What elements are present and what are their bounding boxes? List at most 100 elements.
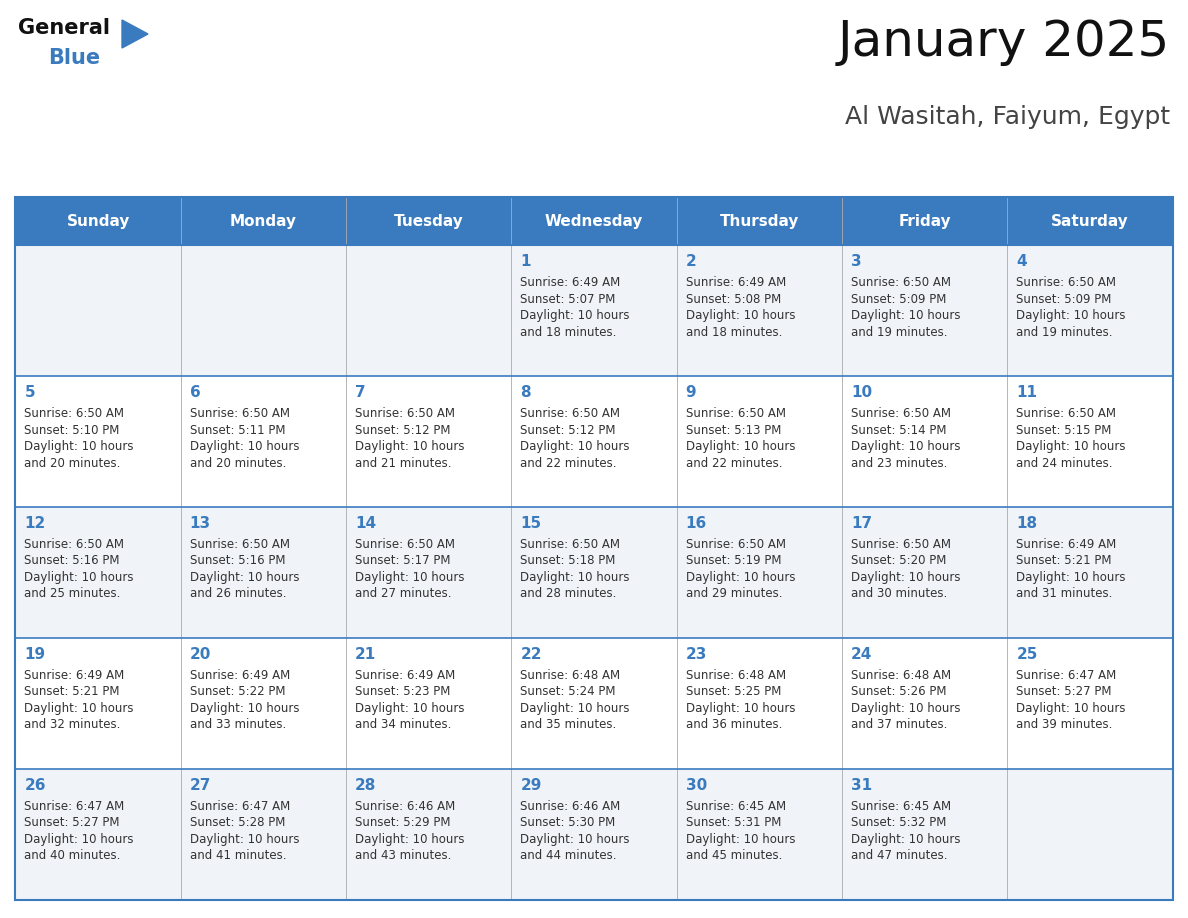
Bar [511,507,677,638]
Text: 19: 19 [25,647,45,662]
Text: 6: 6 [190,385,201,400]
Polygon shape [122,20,148,48]
Bar [346,638,511,768]
Bar [15,638,181,768]
Text: 16: 16 [685,516,707,531]
Bar [346,197,511,245]
Bar [15,768,181,900]
Text: 2: 2 [685,254,696,269]
Text: Blue: Blue [48,48,100,68]
Text: 13: 13 [190,516,211,531]
Bar [511,376,677,507]
Text: 3: 3 [851,254,861,269]
Text: Sunrise: 6:50 AM
Sunset: 5:12 PM
Daylight: 10 hours
and 22 minutes.: Sunrise: 6:50 AM Sunset: 5:12 PM Dayligh… [520,407,630,469]
Bar [511,197,677,245]
Text: Sunrise: 6:48 AM
Sunset: 5:24 PM
Daylight: 10 hours
and 35 minutes.: Sunrise: 6:48 AM Sunset: 5:24 PM Dayligh… [520,669,630,732]
Text: 21: 21 [355,647,377,662]
Text: Friday: Friday [898,214,950,229]
Bar [181,197,346,245]
Text: 4: 4 [1016,254,1026,269]
Bar [15,507,181,638]
Text: 10: 10 [851,385,872,400]
Text: Sunrise: 6:50 AM
Sunset: 5:10 PM
Daylight: 10 hours
and 20 minutes.: Sunrise: 6:50 AM Sunset: 5:10 PM Dayligh… [25,407,134,469]
Bar [15,245,181,376]
Bar [842,376,1007,507]
Bar [181,507,346,638]
Text: Sunrise: 6:50 AM
Sunset: 5:11 PM
Daylight: 10 hours
and 20 minutes.: Sunrise: 6:50 AM Sunset: 5:11 PM Dayligh… [190,407,299,469]
Text: Sunrise: 6:50 AM
Sunset: 5:16 PM
Daylight: 10 hours
and 26 minutes.: Sunrise: 6:50 AM Sunset: 5:16 PM Dayligh… [190,538,299,600]
Bar [181,245,346,376]
Text: Al Wasitah, Faiyum, Egypt: Al Wasitah, Faiyum, Egypt [845,105,1170,129]
Text: Sunrise: 6:48 AM
Sunset: 5:25 PM
Daylight: 10 hours
and 36 minutes.: Sunrise: 6:48 AM Sunset: 5:25 PM Dayligh… [685,669,795,732]
Text: Sunrise: 6:49 AM
Sunset: 5:07 PM
Daylight: 10 hours
and 18 minutes.: Sunrise: 6:49 AM Sunset: 5:07 PM Dayligh… [520,276,630,339]
Text: Monday: Monday [230,214,297,229]
Bar [511,768,677,900]
Text: 28: 28 [355,778,377,793]
Text: Sunrise: 6:50 AM
Sunset: 5:14 PM
Daylight: 10 hours
and 23 minutes.: Sunrise: 6:50 AM Sunset: 5:14 PM Dayligh… [851,407,960,469]
Text: Sunrise: 6:50 AM
Sunset: 5:18 PM
Daylight: 10 hours
and 28 minutes.: Sunrise: 6:50 AM Sunset: 5:18 PM Dayligh… [520,538,630,600]
Text: 26: 26 [25,778,46,793]
Bar [677,197,842,245]
Text: 8: 8 [520,385,531,400]
Text: Sunrise: 6:50 AM
Sunset: 5:13 PM
Daylight: 10 hours
and 22 minutes.: Sunrise: 6:50 AM Sunset: 5:13 PM Dayligh… [685,407,795,469]
Bar [842,638,1007,768]
Text: Sunrise: 6:46 AM
Sunset: 5:29 PM
Daylight: 10 hours
and 43 minutes.: Sunrise: 6:46 AM Sunset: 5:29 PM Dayligh… [355,800,465,862]
Bar [1007,507,1173,638]
Text: Sunrise: 6:49 AM
Sunset: 5:23 PM
Daylight: 10 hours
and 34 minutes.: Sunrise: 6:49 AM Sunset: 5:23 PM Dayligh… [355,669,465,732]
Bar [677,507,842,638]
Text: Sunrise: 6:50 AM
Sunset: 5:19 PM
Daylight: 10 hours
and 29 minutes.: Sunrise: 6:50 AM Sunset: 5:19 PM Dayligh… [685,538,795,600]
Bar [511,638,677,768]
Text: 9: 9 [685,385,696,400]
Text: 12: 12 [25,516,45,531]
Bar [842,197,1007,245]
Text: 15: 15 [520,516,542,531]
Bar [677,638,842,768]
Text: 17: 17 [851,516,872,531]
Text: Sunrise: 6:50 AM
Sunset: 5:16 PM
Daylight: 10 hours
and 25 minutes.: Sunrise: 6:50 AM Sunset: 5:16 PM Dayligh… [25,538,134,600]
Bar [842,507,1007,638]
Text: 24: 24 [851,647,872,662]
Bar [677,768,842,900]
Text: 23: 23 [685,647,707,662]
Text: Thursday: Thursday [720,214,800,229]
Text: 20: 20 [190,647,211,662]
Text: 29: 29 [520,778,542,793]
Bar [1007,245,1173,376]
Bar [511,245,677,376]
Text: 1: 1 [520,254,531,269]
Bar [346,245,511,376]
Bar [1007,638,1173,768]
Text: General: General [18,18,110,38]
Text: Wednesday: Wednesday [545,214,643,229]
Bar [346,507,511,638]
Text: Sunrise: 6:50 AM
Sunset: 5:15 PM
Daylight: 10 hours
and 24 minutes.: Sunrise: 6:50 AM Sunset: 5:15 PM Dayligh… [1016,407,1126,469]
Bar [677,376,842,507]
Text: Tuesday: Tuesday [394,214,463,229]
Text: Sunrise: 6:46 AM
Sunset: 5:30 PM
Daylight: 10 hours
and 44 minutes.: Sunrise: 6:46 AM Sunset: 5:30 PM Dayligh… [520,800,630,862]
Text: Sunrise: 6:49 AM
Sunset: 5:21 PM
Daylight: 10 hours
and 31 minutes.: Sunrise: 6:49 AM Sunset: 5:21 PM Dayligh… [1016,538,1126,600]
Text: Sunrise: 6:50 AM
Sunset: 5:20 PM
Daylight: 10 hours
and 30 minutes.: Sunrise: 6:50 AM Sunset: 5:20 PM Dayligh… [851,538,960,600]
Text: Saturday: Saturday [1051,214,1129,229]
Text: Sunrise: 6:47 AM
Sunset: 5:27 PM
Daylight: 10 hours
and 39 minutes.: Sunrise: 6:47 AM Sunset: 5:27 PM Dayligh… [1016,669,1126,732]
Bar [677,245,842,376]
Text: 27: 27 [190,778,211,793]
Bar [181,768,346,900]
Text: 18: 18 [1016,516,1037,531]
Bar [15,197,1173,900]
Text: 31: 31 [851,778,872,793]
Text: 14: 14 [355,516,377,531]
Bar [842,768,1007,900]
Bar [1007,376,1173,507]
Bar [181,376,346,507]
Bar [346,376,511,507]
Text: Sunrise: 6:50 AM
Sunset: 5:12 PM
Daylight: 10 hours
and 21 minutes.: Sunrise: 6:50 AM Sunset: 5:12 PM Dayligh… [355,407,465,469]
Text: Sunrise: 6:49 AM
Sunset: 5:08 PM
Daylight: 10 hours
and 18 minutes.: Sunrise: 6:49 AM Sunset: 5:08 PM Dayligh… [685,276,795,339]
Text: Sunrise: 6:47 AM
Sunset: 5:27 PM
Daylight: 10 hours
and 40 minutes.: Sunrise: 6:47 AM Sunset: 5:27 PM Dayligh… [25,800,134,862]
Text: Sunrise: 6:47 AM
Sunset: 5:28 PM
Daylight: 10 hours
and 41 minutes.: Sunrise: 6:47 AM Sunset: 5:28 PM Dayligh… [190,800,299,862]
Text: 22: 22 [520,647,542,662]
Bar [1007,768,1173,900]
Text: Sunrise: 6:45 AM
Sunset: 5:31 PM
Daylight: 10 hours
and 45 minutes.: Sunrise: 6:45 AM Sunset: 5:31 PM Dayligh… [685,800,795,862]
Text: Sunrise: 6:49 AM
Sunset: 5:22 PM
Daylight: 10 hours
and 33 minutes.: Sunrise: 6:49 AM Sunset: 5:22 PM Dayligh… [190,669,299,732]
Bar [15,197,181,245]
Text: 11: 11 [1016,385,1037,400]
